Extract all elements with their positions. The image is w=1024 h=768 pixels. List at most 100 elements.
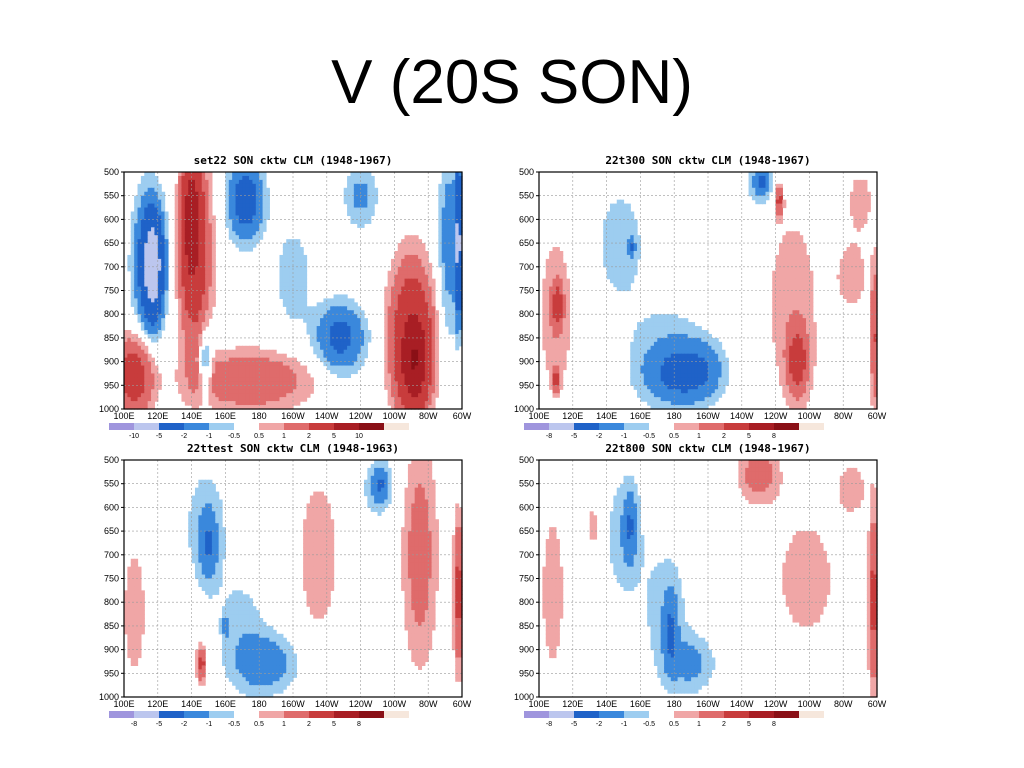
x-tick-label: 140E bbox=[181, 411, 202, 421]
colorbar-swatch bbox=[599, 711, 624, 718]
plot-frame bbox=[538, 459, 878, 698]
x-tick-label: 120W bbox=[349, 699, 373, 709]
colorbar-label: -5 bbox=[156, 721, 162, 728]
y-tick-label: 700 bbox=[104, 262, 119, 272]
colorbar-label: -8 bbox=[131, 721, 137, 728]
colorbar-label: -1 bbox=[621, 433, 627, 440]
colorbar-swatch bbox=[749, 711, 774, 718]
colorbar-label: -8 bbox=[546, 433, 552, 440]
colorbar-label: -2 bbox=[181, 721, 187, 728]
colorbar-label: -8 bbox=[546, 721, 552, 728]
x-tick-label: 140W bbox=[730, 411, 754, 421]
y-tick-label: 500 bbox=[104, 167, 119, 177]
y-tick-label: 750 bbox=[519, 286, 534, 296]
y-tick-label: 650 bbox=[104, 526, 119, 536]
colorbar-label: 0.5 bbox=[669, 721, 679, 728]
plot-frame bbox=[123, 459, 463, 698]
colorbar-swatch bbox=[624, 423, 649, 430]
colorbar-label: -2 bbox=[596, 433, 602, 440]
colorbar-swatch bbox=[574, 711, 599, 718]
y-tick-label: 550 bbox=[519, 479, 534, 489]
colorbar-swatch bbox=[134, 711, 159, 718]
colorbar-swatch bbox=[624, 711, 649, 718]
colorbar-swatch bbox=[649, 423, 674, 430]
y-tick-label: 800 bbox=[519, 309, 534, 319]
y-tick-label: 1000 bbox=[99, 692, 119, 702]
colorbar-swatch bbox=[309, 711, 334, 718]
x-tick-label: 140W bbox=[315, 699, 339, 709]
colorbar-label: -5 bbox=[571, 433, 577, 440]
field-shading bbox=[124, 172, 463, 410]
heatmap-svg: set22 SON cktw CLM (1948-1967) 100E 120E 14… bbox=[99, 154, 472, 440]
x-tick-label: 60W bbox=[453, 699, 472, 709]
colorbar-swatch bbox=[799, 711, 824, 718]
x-tick-label: 80W bbox=[834, 699, 853, 709]
y-tick-label: 700 bbox=[519, 262, 534, 272]
y-tick-label: 600 bbox=[519, 502, 534, 512]
panel-title: 22t800 SON cktw CLM (1948-1967) bbox=[605, 442, 810, 455]
colorbar-swatch bbox=[724, 423, 749, 430]
colorbar-swatch bbox=[524, 423, 549, 430]
y-tick-label: 850 bbox=[104, 621, 119, 631]
colorbar-label: 2 bbox=[722, 433, 726, 440]
colorbar-label: -1 bbox=[206, 721, 212, 728]
colorbar-swatch bbox=[259, 711, 284, 718]
y-tick-label: 750 bbox=[519, 574, 534, 584]
y-tick-label: 950 bbox=[519, 380, 534, 390]
y-tick-label: 550 bbox=[104, 479, 119, 489]
y-tick-label: 950 bbox=[104, 668, 119, 678]
x-tick-label: 160W bbox=[696, 411, 720, 421]
heatmap-svg: 22ttest SON cktw CLM (1948-1963) 100E 120E… bbox=[99, 442, 472, 728]
x-tick-label: 160E bbox=[630, 411, 651, 421]
colorbar-label: -5 bbox=[156, 433, 162, 440]
colorbar-label: -1 bbox=[206, 433, 212, 440]
colorbar-label: -0.5 bbox=[228, 433, 240, 440]
colorbar-label: 0.5 bbox=[254, 433, 264, 440]
colorbar-label: 8 bbox=[772, 721, 776, 728]
plot-frame bbox=[123, 171, 463, 410]
y-tick-label: 750 bbox=[104, 574, 119, 584]
colorbar-swatch bbox=[234, 711, 259, 718]
colorbar-swatch bbox=[334, 423, 359, 430]
x-tick-label: 100E bbox=[528, 411, 549, 421]
colorbar-swatch bbox=[184, 423, 209, 430]
x-tick-label: 180 bbox=[667, 411, 682, 421]
x-tick-label: 100E bbox=[528, 699, 549, 709]
y-tick-label: 800 bbox=[104, 597, 119, 607]
colorbar-label: 5 bbox=[747, 721, 751, 728]
colorbar-swatch bbox=[209, 711, 234, 718]
y-tick-label: 550 bbox=[519, 191, 534, 201]
plot-frame bbox=[538, 171, 878, 410]
y-tick-label: 650 bbox=[519, 238, 534, 248]
x-tick-label: 140W bbox=[730, 699, 754, 709]
colorbar-label: 0.5 bbox=[669, 433, 679, 440]
y-tick-label: 700 bbox=[104, 550, 119, 560]
colorbar-swatch bbox=[549, 711, 574, 718]
x-tick-label: 160W bbox=[281, 699, 305, 709]
x-tick-label: 100W bbox=[383, 699, 407, 709]
y-tick-label: 850 bbox=[519, 621, 534, 631]
colorbar: -8 -5 -2 -1 -0.5 0.5 1 2 5 8 bbox=[109, 711, 409, 728]
x-tick-label: 100W bbox=[383, 411, 407, 421]
x-tick-label: 160E bbox=[215, 411, 236, 421]
colorbar-label: 10 bbox=[355, 433, 363, 440]
colorbar-swatch bbox=[774, 423, 799, 430]
x-tick-label: 180 bbox=[667, 699, 682, 709]
colorbar: -8 -5 -2 -1 -0.5 0.5 1 2 5 8 bbox=[524, 711, 824, 728]
colorbar: -10 -5 -2 -1 -0.5 0.5 1 2 5 10 bbox=[109, 423, 409, 440]
x-tick-label: 80W bbox=[419, 411, 438, 421]
y-tick-label: 900 bbox=[104, 357, 119, 367]
y-tick-label: 500 bbox=[519, 167, 534, 177]
x-tick-label: 140E bbox=[596, 411, 617, 421]
colorbar-swatch bbox=[599, 423, 624, 430]
y-tick-label: 1000 bbox=[514, 692, 534, 702]
panel-title: 22ttest SON cktw CLM (1948-1963) bbox=[187, 442, 399, 455]
y-tick-label: 650 bbox=[104, 238, 119, 248]
y-tick-label: 500 bbox=[519, 455, 534, 465]
colorbar-label: 1 bbox=[282, 721, 286, 728]
colorbar-label: 2 bbox=[307, 721, 311, 728]
colorbar-label: 8 bbox=[772, 433, 776, 440]
colorbar-label: -2 bbox=[596, 721, 602, 728]
colorbar-label: -10 bbox=[129, 433, 139, 440]
x-tick-label: 180 bbox=[252, 411, 267, 421]
